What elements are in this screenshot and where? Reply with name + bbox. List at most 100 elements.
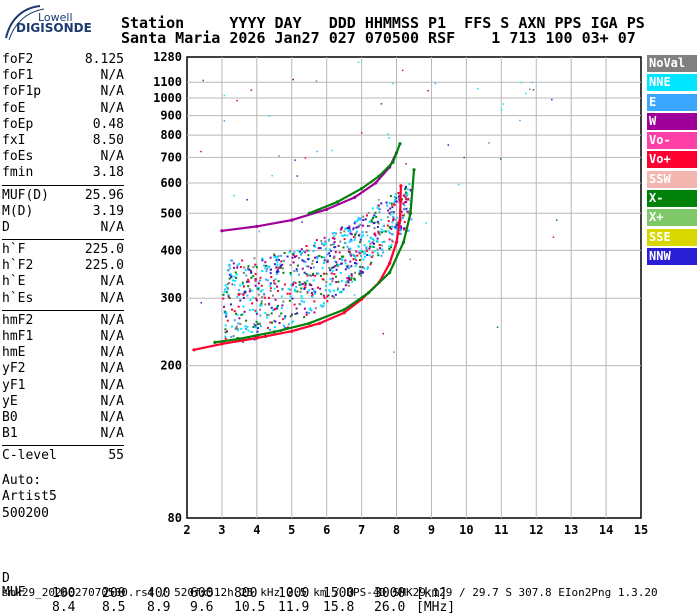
echo-point	[272, 294, 274, 297]
param-name: yE	[2, 393, 18, 409]
echo-point	[391, 204, 393, 207]
echo-point	[270, 276, 273, 278]
y-tick-label: 200	[160, 359, 182, 373]
echo-point	[224, 284, 227, 287]
echo-point	[308, 289, 311, 292]
echo-point	[392, 215, 395, 218]
echo-point	[233, 275, 236, 278]
trace-point	[360, 187, 364, 191]
echo-point	[239, 284, 242, 287]
echo-point	[351, 280, 354, 283]
echo-point	[282, 271, 285, 274]
noise-point	[366, 234, 369, 237]
echo-point	[231, 325, 234, 328]
echo-point	[371, 251, 374, 254]
echo-point	[237, 292, 240, 295]
echo-point	[331, 266, 334, 269]
echo-point	[289, 295, 292, 298]
echo-point	[324, 284, 327, 287]
echo-point	[305, 245, 308, 247]
echo-point	[334, 251, 337, 254]
echo-point	[380, 254, 383, 257]
distance-row: D 100 200 400 600 800 1000 1500 3000 [km]	[2, 556, 447, 601]
echo-point	[349, 230, 352, 233]
echo-point	[338, 258, 341, 260]
trace-point	[412, 168, 416, 172]
echo-point	[274, 283, 277, 286]
echo-point	[408, 210, 411, 213]
echo-point	[276, 261, 279, 264]
echo-point	[267, 313, 270, 316]
echo-point	[357, 225, 360, 228]
echo-point	[333, 242, 336, 245]
echo-point	[310, 284, 313, 287]
echo-point	[388, 212, 391, 215]
echo-point	[255, 312, 258, 315]
echo-point	[312, 279, 315, 282]
echo-point	[316, 272, 319, 275]
echo-point	[255, 311, 258, 314]
echo-point	[391, 206, 394, 209]
echo-point	[255, 297, 257, 300]
legend-item-e: E	[647, 93, 697, 111]
echo-point	[267, 326, 269, 329]
plot-frame	[186, 56, 642, 519]
echo-point	[226, 330, 228, 333]
trace-point	[342, 311, 346, 315]
echo-point	[329, 283, 332, 286]
echo-point	[248, 268, 251, 271]
echo-point	[291, 297, 294, 300]
echo-point	[373, 232, 376, 235]
param-value: 25.96	[84, 187, 124, 203]
distance-value: 200	[102, 586, 126, 601]
echo-point	[278, 315, 281, 318]
param-name: h`E	[2, 274, 26, 290]
echo-point	[234, 279, 237, 282]
muf-value: 11.9	[278, 600, 310, 615]
echo-point	[410, 218, 413, 221]
echo-point	[320, 256, 323, 259]
trace-point	[325, 207, 329, 211]
echo-point	[237, 305, 240, 308]
param-value: N/A	[100, 68, 124, 84]
echo-point	[245, 274, 248, 277]
noise-point	[500, 109, 503, 111]
param-row: B1 N/A	[2, 426, 124, 442]
echo-point	[350, 239, 353, 242]
echo-point	[362, 234, 364, 237]
echo-point	[226, 288, 229, 291]
echo-point	[234, 271, 237, 274]
echo-point	[400, 233, 402, 235]
echo-point	[246, 294, 249, 297]
echo-point	[404, 186, 407, 189]
echo-point	[352, 254, 355, 257]
echo-point	[314, 290, 317, 293]
noise-point	[387, 216, 389, 218]
echo-point	[292, 253, 295, 255]
x-tick-label: 2	[183, 523, 190, 537]
echo-point	[253, 257, 256, 260]
echo-point	[396, 224, 399, 227]
echo-point	[375, 240, 378, 243]
echo-point	[254, 279, 257, 282]
noise-point	[531, 81, 534, 84]
echo-point	[320, 240, 323, 243]
echo-point	[243, 310, 246, 313]
echo-point	[302, 250, 305, 253]
echo-point	[287, 287, 290, 290]
echo-point	[276, 264, 279, 267]
echo-point	[356, 230, 358, 233]
echo-point	[386, 224, 389, 227]
noise-point	[380, 103, 383, 105]
echo-point	[224, 324, 227, 327]
echo-point	[360, 255, 363, 257]
echo-point	[298, 273, 300, 276]
echo-point	[245, 319, 248, 322]
param-name: D	[2, 219, 10, 235]
echo-point	[404, 188, 406, 191]
echo-point	[376, 204, 379, 207]
echo-point	[282, 300, 285, 303]
echo-point	[299, 251, 302, 254]
echo-point	[381, 231, 383, 234]
echo-point	[259, 276, 262, 279]
